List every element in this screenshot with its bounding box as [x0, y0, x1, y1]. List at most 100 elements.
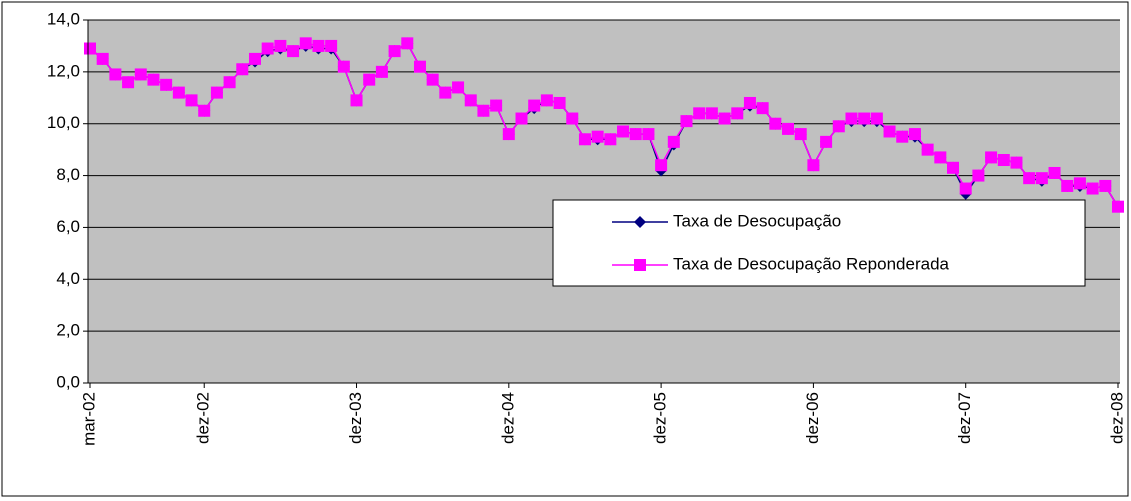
marker [248, 52, 261, 65]
marker [1099, 179, 1112, 192]
marker [452, 81, 465, 94]
marker [705, 107, 718, 120]
marker [1086, 182, 1099, 195]
marker [198, 104, 211, 117]
marker [1023, 172, 1036, 185]
marker [743, 96, 756, 109]
marker [604, 133, 617, 146]
marker [591, 130, 604, 143]
marker [528, 99, 541, 112]
marker [274, 39, 287, 52]
x-tick-label: dez-05 [651, 392, 670, 444]
x-tick-label: dez-08 [1107, 392, 1126, 444]
marker [870, 112, 883, 125]
legend-box [552, 199, 1086, 287]
x-tick-label: dez-06 [803, 392, 822, 444]
x-tick-label: dez-02 [194, 392, 213, 444]
marker [1035, 172, 1048, 185]
marker [134, 68, 147, 81]
marker [1073, 177, 1086, 190]
marker [629, 128, 642, 141]
marker [388, 45, 401, 58]
marker [807, 159, 820, 172]
marker [325, 39, 338, 52]
marker [718, 112, 731, 125]
marker [210, 86, 223, 99]
marker [109, 68, 122, 81]
marker [223, 76, 236, 89]
legend-label: Taxa de Desocupação Reponderada [673, 254, 950, 273]
marker [972, 169, 985, 182]
x-tick-label: dez-07 [955, 392, 974, 444]
marker [566, 112, 579, 125]
x-tick-label: dez-04 [498, 392, 517, 444]
marker [769, 117, 782, 130]
marker [617, 125, 630, 138]
marker [934, 151, 947, 164]
y-tick-label: 12,0 [47, 61, 80, 80]
marker [820, 135, 833, 148]
marker [921, 143, 934, 156]
marker [490, 99, 503, 112]
series [84, 37, 1124, 213]
marker [858, 112, 871, 125]
y-tick-label: 2,0 [56, 321, 80, 340]
marker [464, 94, 477, 107]
marker [1112, 200, 1124, 213]
marker [985, 151, 998, 164]
y-tick-label: 6,0 [56, 217, 80, 236]
marker [287, 45, 300, 58]
marker [845, 112, 858, 125]
x-tick-label: mar-02 [79, 392, 98, 446]
marker [426, 73, 439, 86]
marker [375, 65, 388, 78]
marker [363, 73, 376, 86]
marker [172, 86, 185, 99]
marker [439, 86, 452, 99]
marker [84, 42, 96, 55]
marker [655, 159, 668, 172]
marker [299, 37, 312, 50]
marker [667, 135, 680, 148]
y-tick-label: 14,0 [47, 9, 80, 28]
y-tick-label: 8,0 [56, 165, 80, 184]
marker [959, 182, 972, 195]
marker [401, 37, 414, 50]
marker [693, 107, 706, 120]
marker [642, 128, 655, 141]
marker [413, 60, 426, 73]
legend-marker [634, 216, 646, 228]
series-line [89, 42, 1119, 208]
marker [553, 96, 566, 109]
marker [1061, 179, 1074, 192]
marker [96, 52, 109, 65]
marker [477, 104, 490, 117]
legend: Taxa de Desocupação Taxa de Desocupação R… [552, 199, 1086, 287]
marker [578, 133, 591, 146]
marker [1010, 156, 1023, 169]
marker [160, 78, 173, 91]
marker [122, 76, 135, 89]
marker [540, 94, 553, 107]
marker [1048, 166, 1061, 179]
y-tick-label: 4,0 [56, 269, 80, 288]
y-tick-label: 10,0 [47, 113, 80, 132]
axes: 0,0 2,0 4,0 6,0 8,0 10,0 12,0 14,0 mar-02 dez-02 d… [47, 9, 1127, 445]
marker [515, 112, 528, 125]
legend-marker [634, 259, 646, 271]
marker [896, 130, 909, 143]
marker [337, 60, 350, 73]
marker [236, 63, 249, 76]
marker [731, 107, 744, 120]
marker [350, 94, 363, 107]
marker [794, 128, 807, 141]
marker [756, 102, 769, 115]
marker [997, 154, 1010, 167]
marker [782, 122, 795, 135]
marker [947, 161, 960, 174]
legend-label: Taxa de Desocupação [673, 211, 841, 230]
marker [908, 128, 921, 141]
marker [883, 125, 896, 138]
marker [680, 115, 693, 128]
